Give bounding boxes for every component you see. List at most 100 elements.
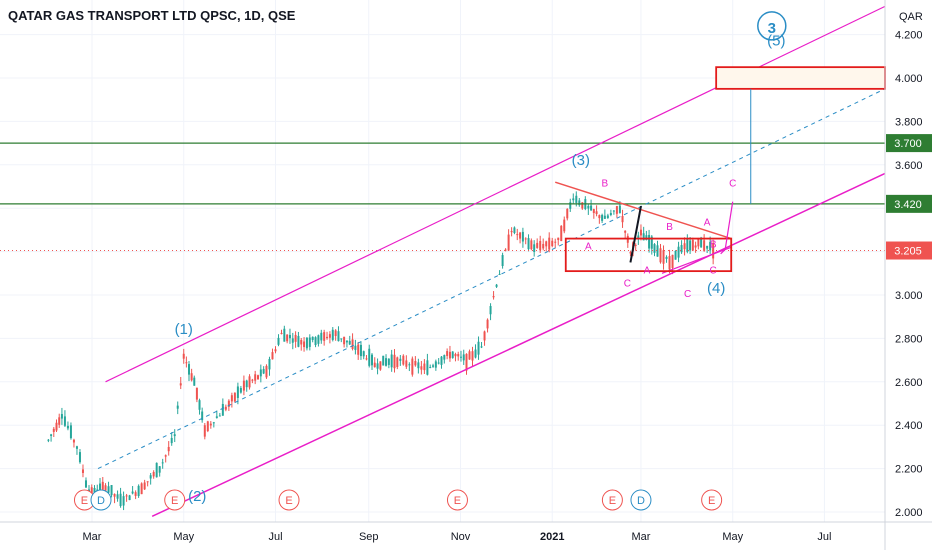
candle-body [170, 437, 173, 444]
candle-body [297, 335, 300, 347]
candle-body [182, 353, 185, 359]
candle-body [179, 383, 182, 386]
impulse-leg [629, 205, 642, 263]
abc-label: A [704, 218, 711, 229]
candle-body [303, 341, 306, 348]
candle-body [345, 340, 348, 343]
candle-body [155, 462, 158, 478]
x-tick-label: May [722, 531, 743, 543]
candle-body [513, 227, 516, 233]
candle-body [429, 366, 432, 368]
triangle-lower-line [661, 246, 732, 274]
candle-body [376, 363, 379, 369]
candle-body [368, 348, 371, 366]
candle-body [446, 351, 449, 356]
candle-body [530, 240, 533, 250]
candle-body [659, 248, 662, 263]
candle-body [340, 338, 343, 340]
candle-body [99, 483, 102, 492]
candle-body [206, 421, 209, 432]
y-tick-label: 4.000 [895, 73, 923, 85]
candle-body [233, 392, 236, 402]
candle-body [379, 361, 382, 370]
candle-body [694, 245, 697, 248]
candle-body [662, 250, 665, 264]
y-tick-label: 3.600 [895, 160, 923, 172]
candle-body [60, 414, 63, 419]
candle-body [107, 486, 110, 493]
candle-body [405, 360, 408, 367]
candle-body [592, 209, 595, 214]
candle-body [489, 306, 492, 315]
abc-label: A [585, 241, 592, 252]
candle-body [140, 483, 143, 495]
candle-body [201, 411, 204, 421]
candle-body [119, 493, 122, 507]
candle-body [218, 415, 221, 417]
candle-body [188, 364, 191, 375]
abc-label: C [684, 289, 691, 300]
candle-body [545, 241, 548, 247]
candle-body [337, 331, 340, 342]
target-zone-box [715, 66, 886, 90]
candle-body [195, 387, 198, 400]
candle-body [510, 230, 513, 233]
event-marker [278, 489, 300, 511]
candle-body [385, 358, 388, 366]
x-tick-label: Sep [359, 531, 379, 543]
candle-body [152, 471, 155, 477]
candle-body [387, 358, 390, 365]
candle-body [122, 496, 125, 506]
candle-body [78, 452, 81, 463]
event-marker-label: D [97, 495, 105, 507]
candle-body [539, 240, 542, 251]
candle-body [259, 369, 262, 377]
price-tag-label: 3.700 [894, 138, 922, 150]
candle-body [164, 455, 167, 457]
candle-body [75, 446, 78, 449]
candle-body [248, 376, 251, 388]
candle-body [300, 339, 303, 345]
abc-label: B [710, 239, 717, 250]
candle-body [334, 330, 337, 337]
wave-label: (2) [188, 488, 206, 505]
candle-body [560, 225, 563, 242]
candle-body [554, 241, 557, 243]
candle-body [254, 374, 257, 381]
candle-body [572, 198, 575, 201]
wave-label: (3) [572, 152, 590, 169]
candle-body [227, 400, 230, 407]
event-marker [446, 489, 468, 511]
event-marker-label: D [637, 495, 645, 507]
candle-body [125, 495, 128, 497]
event-marker [630, 489, 652, 511]
candle-body [474, 349, 477, 358]
candle-body [712, 242, 715, 259]
candle-body [618, 205, 621, 213]
candle-body [63, 416, 66, 426]
candle-body [674, 250, 677, 260]
candle-body [331, 329, 334, 340]
candle-body [146, 481, 149, 483]
candle-body [326, 336, 329, 339]
candle-body [291, 338, 294, 343]
candle-body [668, 256, 671, 270]
abc-label: A [644, 265, 651, 276]
candle-body [432, 365, 435, 367]
x-tick-label: Mar [83, 531, 102, 543]
candle-body [52, 428, 55, 432]
candle-body [709, 241, 712, 251]
candle-body [286, 334, 289, 342]
candle-body [143, 482, 146, 490]
candle-body [480, 346, 483, 348]
candle-body [317, 335, 320, 344]
candle-body [190, 373, 193, 381]
candle-body [615, 206, 618, 214]
abc-label: C [729, 179, 736, 190]
candle-body [595, 211, 598, 215]
candle-body [703, 240, 706, 251]
wave-label: (1) [175, 321, 193, 338]
channel-upper-line [105, 5, 886, 383]
